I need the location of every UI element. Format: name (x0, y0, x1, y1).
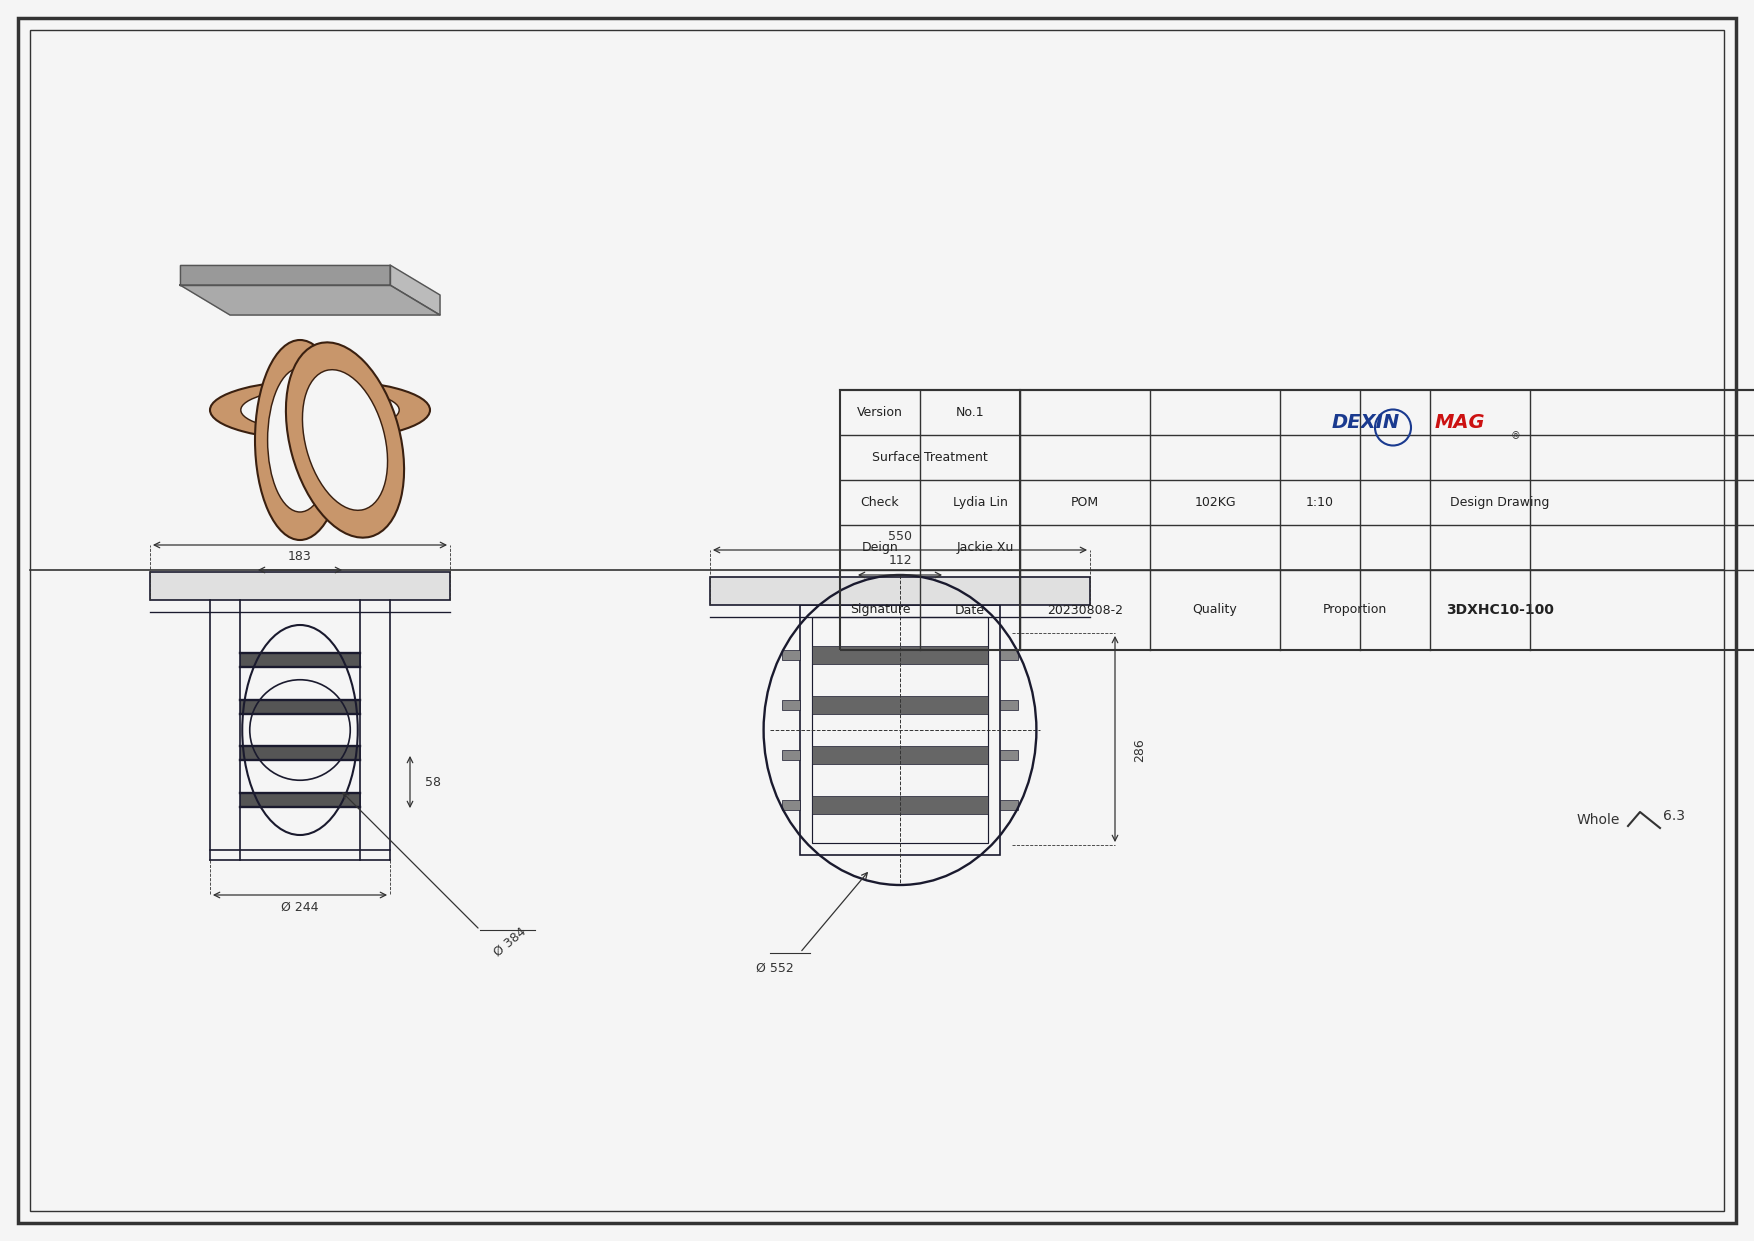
Bar (812, 647, 988, 664)
Text: Design Drawing: Design Drawing (1451, 496, 1551, 509)
Text: Check: Check (861, 496, 900, 509)
Text: Ø 244: Ø 244 (281, 901, 319, 913)
Ellipse shape (268, 369, 333, 513)
Bar (710, 577, 1089, 606)
Text: 286: 286 (1133, 738, 1145, 762)
Text: 1:10: 1:10 (1307, 496, 1335, 509)
Bar (812, 617, 988, 843)
Text: Whole: Whole (1577, 813, 1621, 827)
Bar (782, 800, 800, 810)
Bar (1000, 750, 1017, 759)
Bar (840, 390, 1754, 650)
Bar (812, 795, 988, 814)
Polygon shape (181, 285, 440, 315)
Text: 102KG: 102KG (1194, 496, 1237, 509)
Ellipse shape (240, 388, 400, 432)
Bar (782, 700, 800, 710)
Bar (782, 650, 800, 660)
Text: Surface Treatment: Surface Treatment (872, 450, 988, 464)
Bar (240, 700, 360, 714)
Ellipse shape (286, 343, 403, 537)
Text: 112: 112 (888, 555, 912, 567)
Bar (1000, 650, 1017, 660)
Bar (240, 793, 360, 807)
Text: 183: 183 (288, 550, 312, 562)
Text: 20230808-2: 20230808-2 (1047, 603, 1123, 617)
Text: Date: Date (954, 603, 986, 617)
Bar (812, 696, 988, 714)
Polygon shape (181, 266, 389, 285)
Text: POM: POM (1072, 496, 1100, 509)
Text: 58: 58 (424, 776, 440, 788)
Text: DEXIN: DEXIN (1331, 413, 1400, 432)
Bar (800, 606, 1000, 855)
Text: ®: ® (1510, 432, 1521, 442)
Text: MAG: MAG (1435, 413, 1486, 432)
Text: Lydia Lin: Lydia Lin (952, 496, 1007, 509)
Bar (240, 653, 360, 666)
Ellipse shape (210, 380, 430, 441)
Text: Jackie Xu: Jackie Xu (956, 541, 1014, 553)
Text: 6.3: 6.3 (1663, 809, 1686, 823)
Bar (782, 750, 800, 759)
Text: 3DXHC10-100: 3DXHC10-100 (1445, 603, 1554, 617)
Bar (151, 572, 451, 599)
Text: Signature: Signature (849, 603, 910, 617)
Text: Ø 552: Ø 552 (756, 962, 795, 974)
Text: Deign: Deign (861, 541, 898, 553)
Bar (812, 746, 988, 764)
Text: Quality: Quality (1193, 603, 1237, 617)
Ellipse shape (254, 340, 346, 540)
Text: 550: 550 (888, 530, 912, 542)
Bar (240, 746, 360, 759)
Ellipse shape (302, 370, 388, 510)
Text: Ø 384: Ø 384 (491, 925, 528, 959)
Bar (1000, 800, 1017, 810)
Text: No.1: No.1 (956, 406, 984, 419)
Text: 347: 347 (288, 525, 312, 537)
Text: Version: Version (858, 406, 903, 419)
Text: Proportion: Proportion (1323, 603, 1387, 617)
Bar (1000, 700, 1017, 710)
Polygon shape (389, 266, 440, 315)
